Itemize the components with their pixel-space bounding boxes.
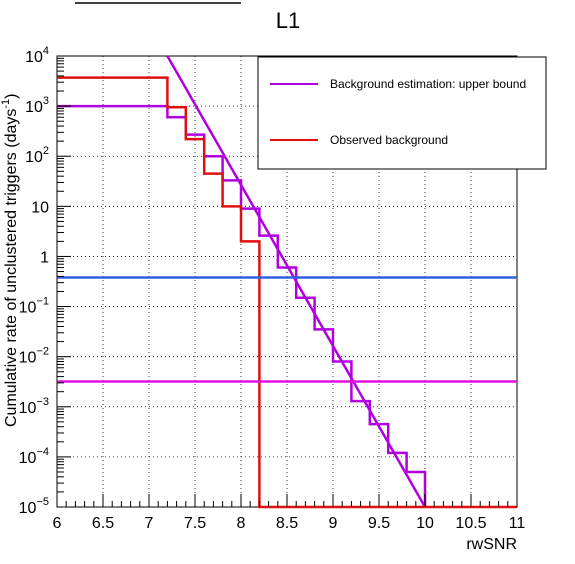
x-tick-label: 6 <box>53 515 62 532</box>
x-tick-label: 7.5 <box>184 515 206 532</box>
x-tick-label: 11 <box>509 515 526 532</box>
legend-label-upper-bound: Background estimation: upper bound <box>330 77 526 91</box>
series-2-step <box>57 76 517 509</box>
legend: Background estimation: upper bound Obser… <box>257 56 547 170</box>
x-axis: 6 6.5 7 7.5 8 8.5 9 9.5 10 10.5 11 <box>53 494 526 532</box>
y-tick-label: 104 <box>25 45 49 66</box>
legend-label-observed: Observed background <box>330 133 448 147</box>
x-tick-label: 7 <box>145 515 154 532</box>
chart-title: L1 <box>276 8 300 33</box>
y-tick-label: 10−3 <box>19 396 49 417</box>
x-tick-label: 9 <box>329 515 338 532</box>
x-tick-label: 10.5 <box>455 515 486 532</box>
series-layer <box>57 55 517 509</box>
x-tick-label: 8.5 <box>276 515 298 532</box>
y-tick-label: 10−1 <box>19 296 49 317</box>
y-tick-label: 1 <box>40 249 49 266</box>
series-1-step <box>57 104 427 507</box>
y-tick-label: 10−4 <box>19 446 49 467</box>
x-tick-label: 10 <box>416 515 434 532</box>
y-tick-label: 10−2 <box>19 346 49 367</box>
y-axis-label-main: Cumulative rate of unclustered triggers … <box>3 109 20 427</box>
y-axis-label: Cumulative rate of unclustered triggers … <box>0 94 20 427</box>
y-tick-label: 10−5 <box>19 496 49 517</box>
x-tick-label: 6.5 <box>92 515 114 532</box>
x-tick-label: 9.5 <box>368 515 390 532</box>
x-tick-label: 8 <box>237 515 246 532</box>
y-axis-label-exponent: -1 <box>0 99 12 109</box>
y-tick-label: 10 <box>31 199 49 216</box>
x-axis-label: rwSNR <box>466 536 517 553</box>
y-axis-label-suffix: ) <box>3 94 20 99</box>
y-tick-label: 102 <box>25 145 49 166</box>
y-tick-label: 103 <box>25 95 49 116</box>
legend-box <box>257 56 547 170</box>
